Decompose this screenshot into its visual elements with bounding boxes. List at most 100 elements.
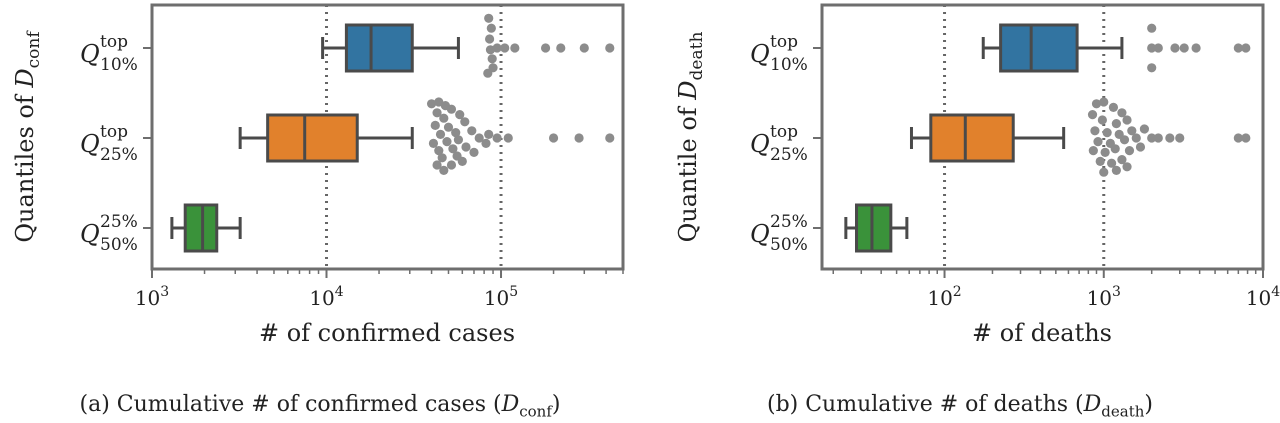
outlier-point [474,133,484,143]
outlier-point [483,68,493,78]
category-label-0: Q [80,40,100,68]
outlier-point [492,43,502,53]
outlier-point [484,13,494,23]
outlier-point [540,43,551,53]
category-sub-1: 25% [100,145,138,165]
outlier-point [1087,110,1098,120]
box-iqr [929,113,1015,163]
outlier-point [428,138,439,148]
outlier-point [579,43,589,53]
outlier-point [1170,43,1180,53]
category-sup-2: 25% [770,212,808,232]
outlier-point [605,133,615,143]
outlier-point [457,156,467,166]
box-iqr [999,23,1079,73]
outlier-point [1233,43,1243,53]
x-tick-label-2: 104 [1246,284,1280,310]
outlier-point [1179,43,1189,53]
outlier-point [492,133,502,143]
outlier-point [455,110,465,120]
category-sub-1: 25% [770,145,808,165]
caption-b: (b) Cumulative # of deaths (Ddeath) [766,392,1153,421]
category-sup-1: top [770,122,798,142]
category-label-0: Q [750,40,770,68]
category-sup-0: top [100,32,128,52]
outlier-point [426,99,437,109]
outlier-point [446,104,457,114]
outlier-point [430,120,440,130]
box-2 [844,203,909,253]
y-axis-label: Quantiles of Dconf [11,30,44,243]
x-tick-label-2: 105 [484,284,518,310]
outlier-point [1111,165,1121,175]
outlier-point [1102,128,1112,138]
outlier-point [1153,43,1163,53]
category-sub-2: 50% [770,235,808,255]
outlier-point [1108,102,1119,112]
category-sub-2: 50% [100,235,138,255]
outlier-point [481,138,491,148]
outlier-point [1124,146,1135,156]
outlier-point [1147,43,1157,53]
outlier-point [434,146,444,156]
panel-a-confirmed-cases: 103 104 105 # of confirmed cases Quantiles o… [11,3,625,347]
box-2 [170,203,242,253]
outlier-point [1097,115,1107,125]
category-sub-0: 10% [770,55,808,75]
outlier-point [1111,119,1121,129]
outlier-point [1241,133,1251,143]
outlier-point [439,113,449,123]
outlier-point [442,137,452,147]
outlier-point [1241,43,1251,53]
outlier-point [510,43,520,53]
outlier-point [503,133,513,143]
category-label-2: Q [80,220,100,248]
outlier-point [1093,137,1103,147]
outlier-point [574,133,584,143]
category-sup-2: 25% [100,212,138,232]
box-0 [981,23,1124,73]
x-axis-label: # of deaths [972,319,1112,347]
outlier-point [448,144,458,154]
figure-canvas: 103 104 105 # of confirmed cases Quantiles o… [11,3,1280,347]
outlier-point [469,147,479,157]
outlier-point [1147,23,1157,33]
outlier-point [1191,43,1201,53]
outlier-point [548,133,559,143]
outlier-point [1095,156,1105,166]
x-tick-label-0: 102 [927,284,961,310]
outlier-point [432,108,442,118]
outlier-point [451,128,461,138]
outlier-point [439,165,449,175]
outlier-point [1175,133,1185,143]
outlier-point [487,54,497,64]
outlier-point [1135,142,1146,152]
outlier-point [461,142,471,152]
y-axis-label: Quantile of Ddeath [674,32,707,243]
outlier-point [556,43,566,53]
outlier-point [432,160,442,170]
outlier-point [460,117,470,127]
outlier-point [1147,63,1157,73]
plot-frame [150,3,625,271]
box-0 [321,23,460,73]
box-iqr [266,113,359,163]
box-iqr [344,23,414,73]
outlier-point [1131,133,1141,143]
box-1 [909,113,1066,163]
x-tick-label-1: 104 [309,284,343,310]
outlier-point [1233,133,1243,143]
outlier-point [1147,133,1157,143]
outlier-point [1117,155,1127,165]
outlier-point [500,43,510,53]
outlier-point [435,129,446,139]
x-tick-label-1: 103 [1087,284,1121,310]
outlier-point [1122,115,1132,125]
outlier-point [1088,146,1098,156]
outlier-point [1119,135,1130,145]
outlier-point [1099,167,1109,177]
outlier-point [1091,99,1102,109]
outlier-point [484,129,494,139]
outlier-point [1117,108,1127,118]
